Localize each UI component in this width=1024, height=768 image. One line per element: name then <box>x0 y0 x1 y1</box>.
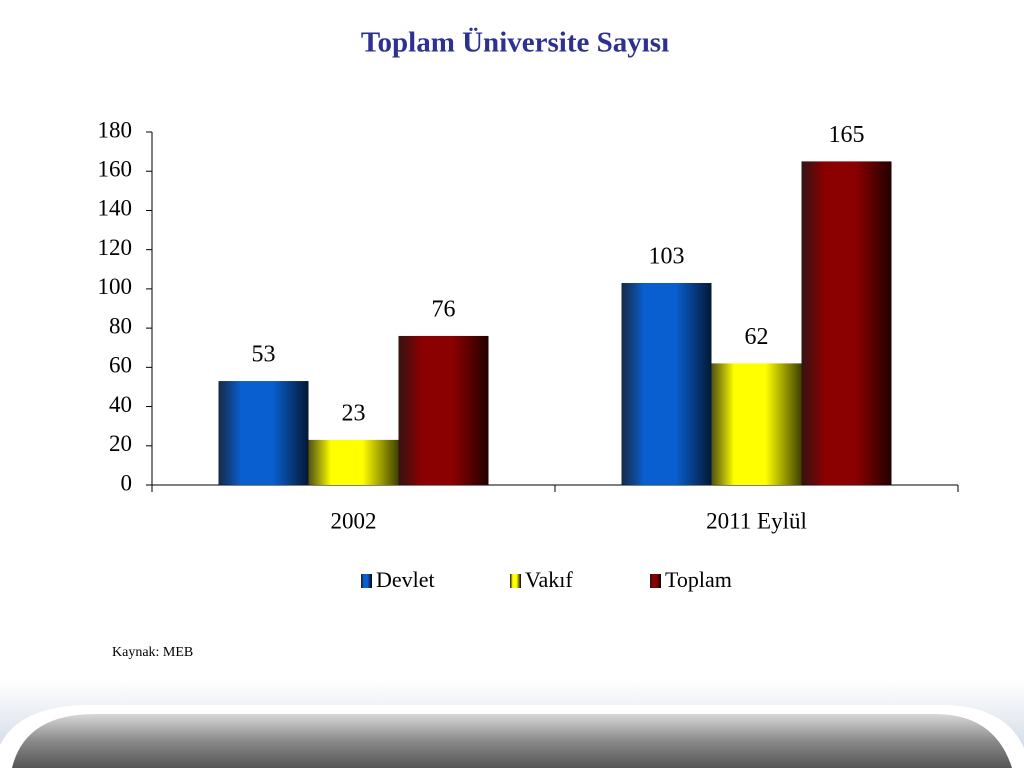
legend-swatch <box>361 574 372 588</box>
y-tick-label: 140 <box>98 196 133 221</box>
x-tick-label: 2011 Eylül <box>706 508 807 533</box>
value-label: 62 <box>745 324 769 350</box>
x-tick-label: 2002 <box>331 508 377 533</box>
bar-base <box>711 363 802 485</box>
source-note: Kaynak: MEB <box>112 645 193 660</box>
y-tick-label: 20 <box>109 431 132 456</box>
y-tick-label: 100 <box>98 274 133 299</box>
y-tick-label: 180 <box>98 117 133 142</box>
bar <box>218 381 309 485</box>
bar-base <box>801 161 892 485</box>
bar <box>398 335 489 485</box>
chart-title: Toplam Üniversite Sayısı <box>361 27 669 59</box>
value-label: 23 <box>342 400 366 426</box>
bar <box>711 363 802 485</box>
legend-swatch <box>650 574 661 588</box>
bar-base <box>398 335 489 485</box>
value-label: 53 <box>252 342 276 368</box>
footer-band <box>12 714 1012 768</box>
bar-base <box>218 381 309 485</box>
legend-label: Devlet <box>376 567 435 592</box>
y-tick-label: 40 <box>109 392 132 417</box>
y-tick-label: 120 <box>98 235 133 260</box>
value-label: 165 <box>829 122 865 148</box>
bar-base <box>621 283 712 485</box>
y-tick-label: 80 <box>109 313 132 338</box>
bar <box>621 283 712 485</box>
bar-base <box>308 439 399 485</box>
legend-label: Vakıf <box>525 567 573 592</box>
value-label: 76 <box>432 296 456 322</box>
bar <box>801 161 892 485</box>
legend-label: Toplam <box>665 567 732 592</box>
y-tick-label: 60 <box>109 353 132 378</box>
value-label: 103 <box>649 244 685 270</box>
bar <box>308 439 399 485</box>
y-tick-label: 0 <box>121 470 133 495</box>
legend-swatch <box>510 574 521 588</box>
y-tick-label: 160 <box>98 157 133 182</box>
